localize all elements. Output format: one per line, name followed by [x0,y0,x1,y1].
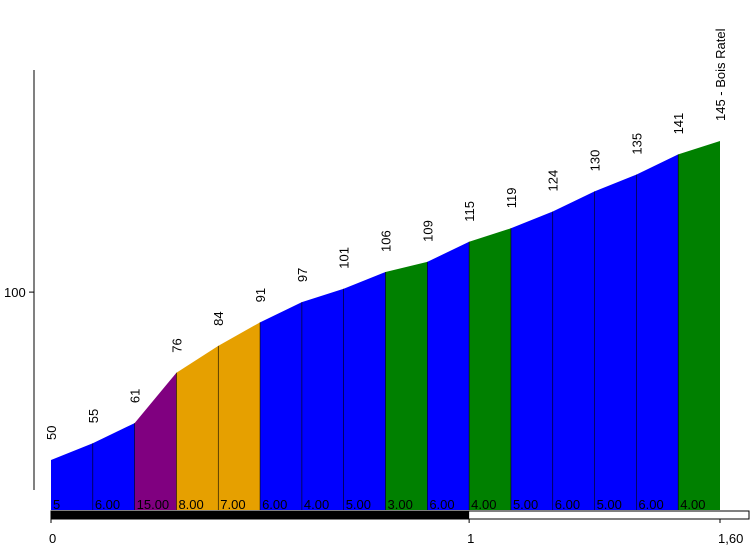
axes: 100 0 1 1,60 [4,70,750,546]
y-tick-label: 100 [4,285,26,300]
elevation-label: 145 - Bois Ratel [713,28,728,121]
elevation-label: 50 [44,426,59,440]
grade-label: 6.00 [638,497,663,512]
grade-label: 5 [53,497,60,512]
x-tick-label: 1 [467,531,474,546]
elevation-label: 84 [211,311,226,325]
grade-label: 6.00 [262,497,287,512]
segment-fill [260,302,302,510]
segment-fills [51,141,720,511]
segment-fill [176,345,219,510]
segment-fill [510,211,553,510]
segment-fill [678,141,720,510]
segment-fill [92,423,135,510]
elevation-label: 109 [420,220,435,242]
segment-fill [427,241,470,510]
segment-fill [469,228,511,510]
segment-fill [51,443,93,510]
grade-label: 5.00 [346,497,371,512]
grade-label: 4.00 [471,497,496,512]
elevation-label: 130 [588,150,603,172]
elevation-label: 141 [671,113,686,135]
elevation-label: 55 [86,409,101,423]
grade-label: 6.00 [429,497,454,512]
segment-fill [134,372,177,510]
elevation-label: 135 [629,133,644,155]
segment-fill [552,191,595,511]
grade-label: 5.00 [597,497,622,512]
segment-fill [385,261,428,510]
segment-fill [218,322,261,510]
elevation-label: 106 [379,230,394,252]
grade-label: 4.00 [680,497,705,512]
grade-label: 6.00 [95,497,120,512]
grade-label: 5.00 [513,497,538,512]
point-labels: 50 55 61 76 84 91 97 101 106 109 115 119 124 130 135 14… [44,28,728,440]
segment-fill [301,288,344,510]
elevation-label: 119 [504,188,519,209]
segment-dividers [92,154,679,510]
elevation-label: 101 [337,247,352,269]
x-tick-label: 1,60 [718,531,743,546]
grade-label: 4.00 [304,497,329,512]
x-tick-label: 0 [49,531,56,546]
elevation-label: 91 [253,288,268,302]
elevation-label: 76 [169,338,184,352]
segment-fill [343,271,386,510]
grade-label: 8.00 [178,497,203,512]
grade-label: 6.00 [555,497,580,512]
grade-label: 3.00 [388,497,413,512]
distance-bar-filled [51,511,470,519]
grade-label: 7.00 [220,497,245,512]
segment-fill [594,174,637,510]
grade-label: 15.00 [137,497,170,512]
elevation-label: 124 [546,170,561,192]
elevation-label: 97 [295,268,310,282]
grade-labels: 5 6.00 15.00 8.00 7.00 6.00 4.00 5.00 3.00 6.00 4.… [53,497,706,512]
elevation-label: 61 [128,389,143,403]
segment-fill [636,154,679,510]
elevation-label: 115 [462,201,477,222]
